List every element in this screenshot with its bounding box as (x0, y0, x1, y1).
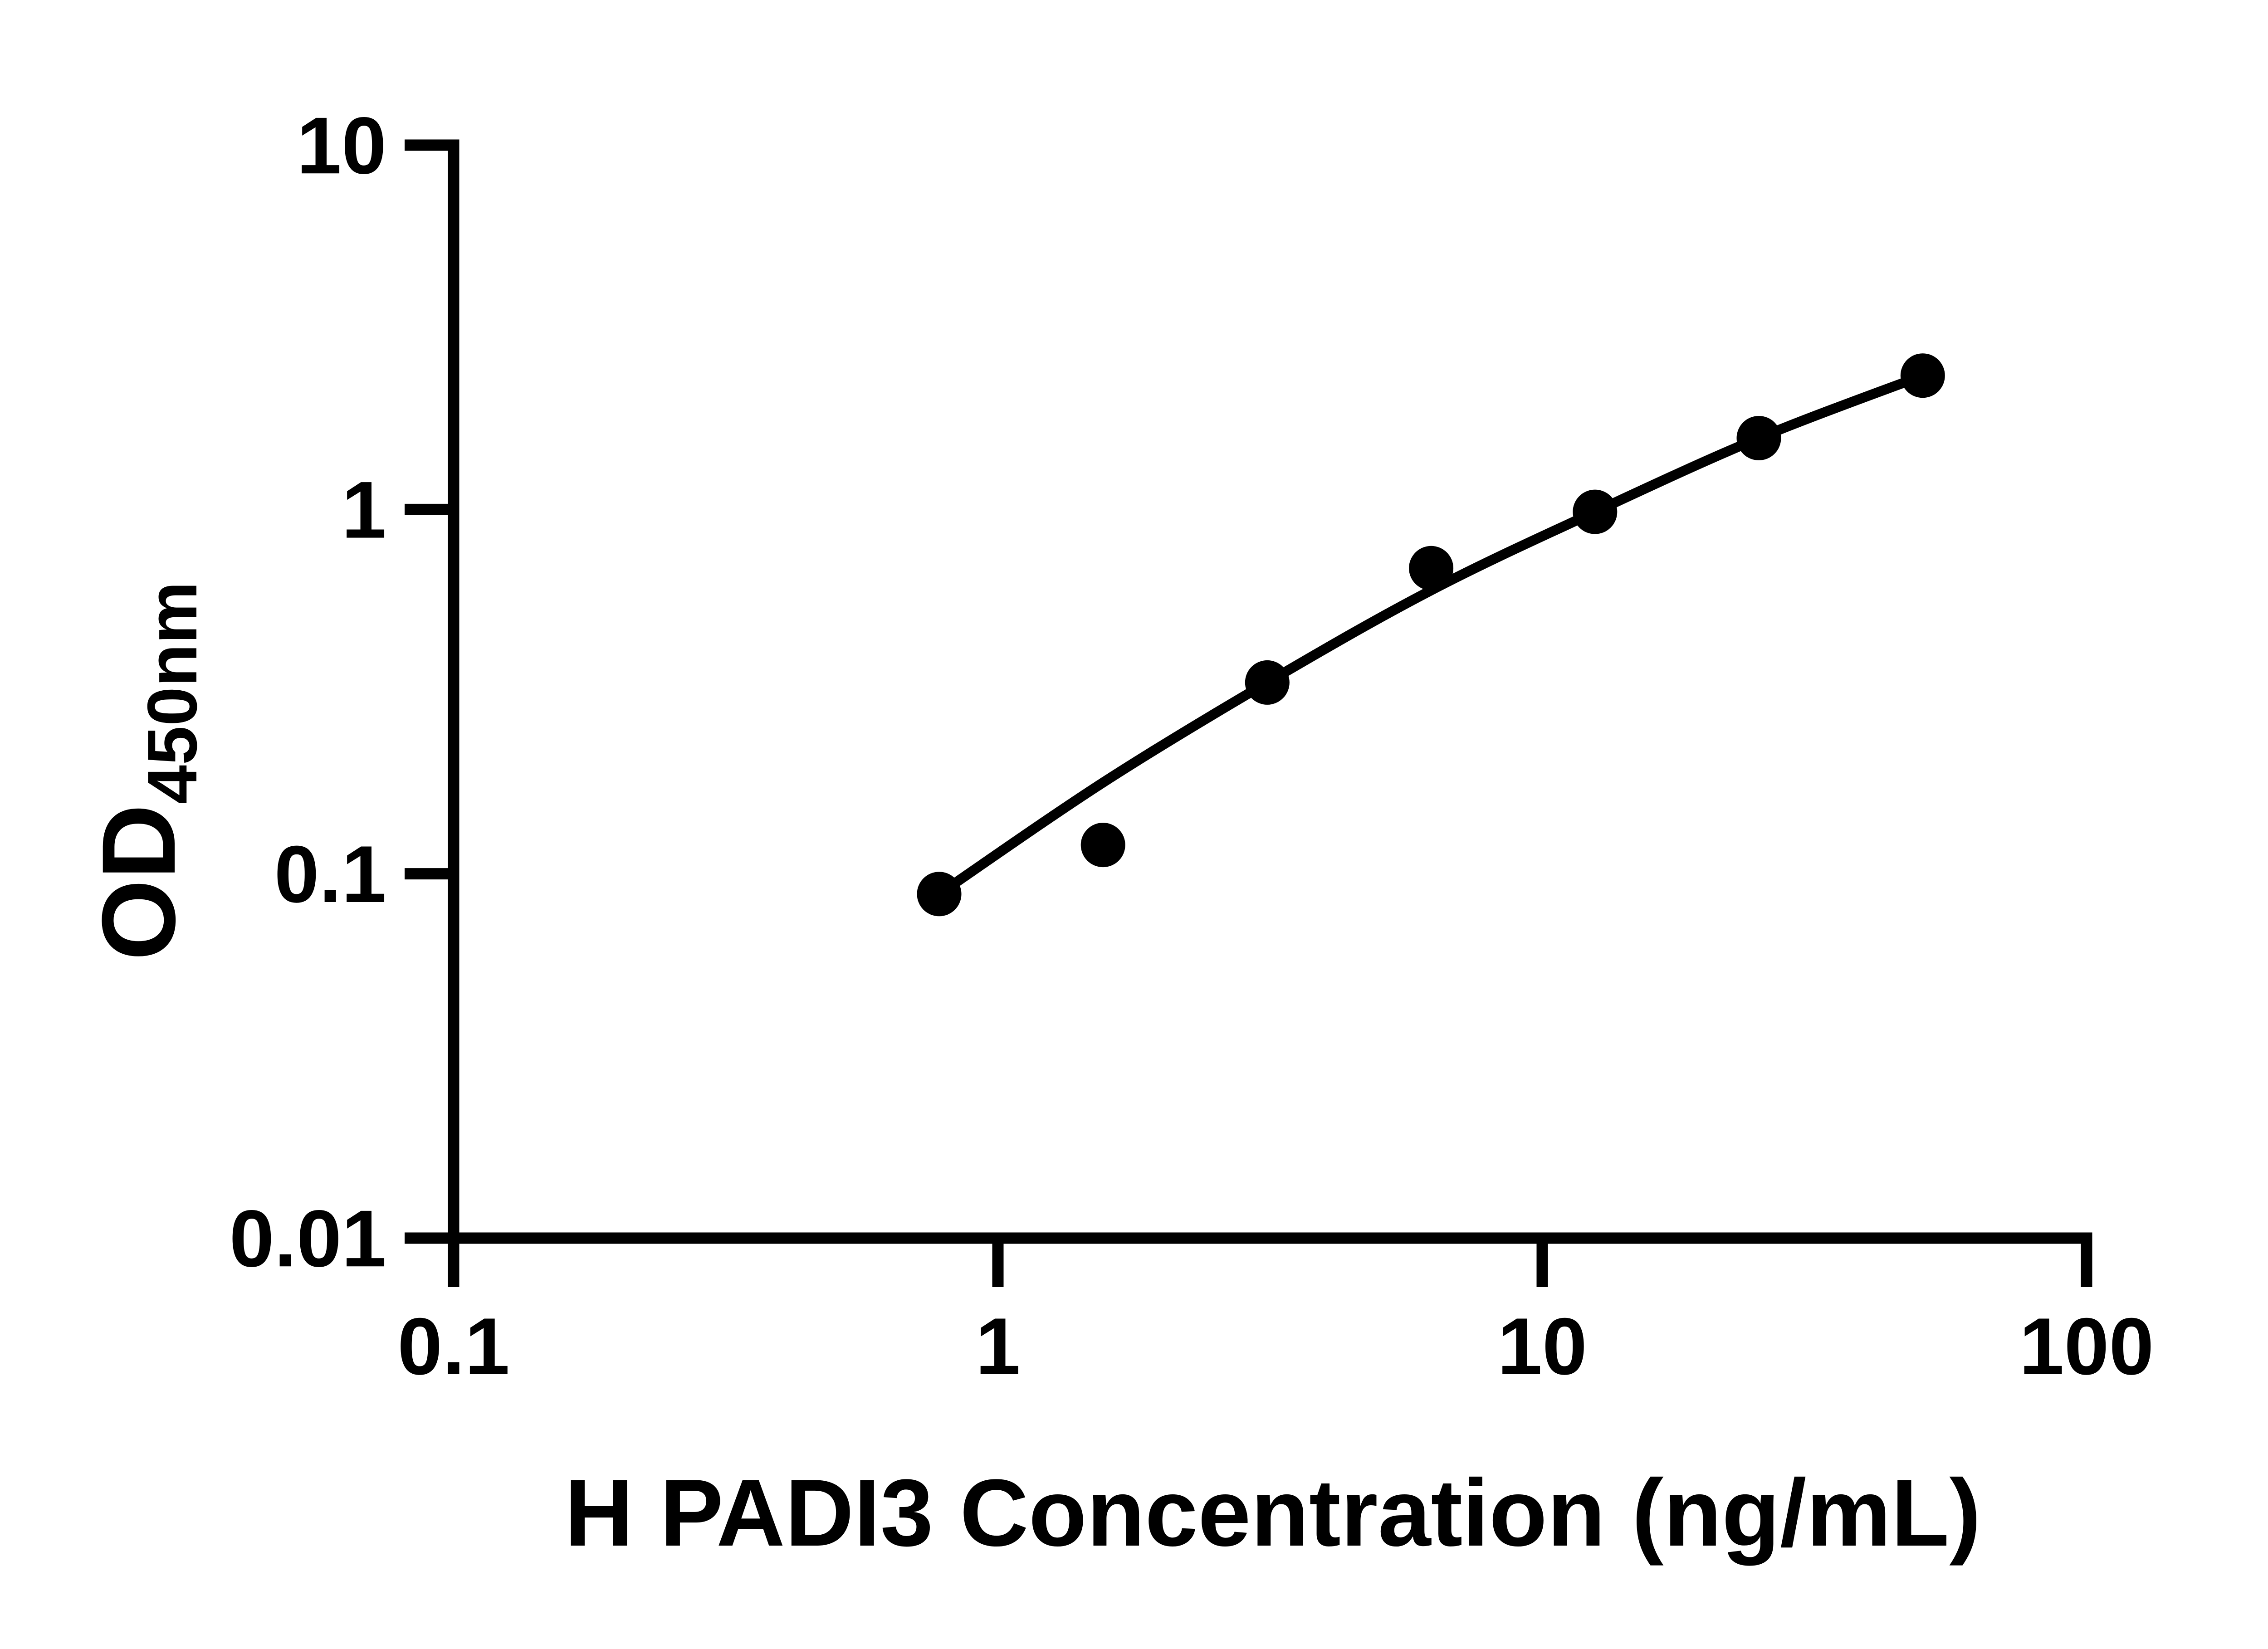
data-point (1736, 416, 1781, 460)
x-tick-label: 0.1 (397, 1301, 509, 1391)
fit-curve (934, 371, 1928, 899)
data-point (1573, 489, 1618, 534)
x-tick-label: 1 (976, 1301, 1021, 1391)
y-tick-label: 0.1 (274, 829, 386, 919)
data-layer (917, 353, 1945, 917)
x-axis-title: H PADI3 Concentration (ng/mL) (565, 1459, 1981, 1566)
data-point (917, 872, 962, 917)
data-point (1245, 660, 1290, 705)
data-point (1409, 546, 1454, 590)
y-axis-title-subscript: 450nm (133, 581, 211, 804)
data-point (1080, 823, 1125, 868)
y-tick-label: 0.01 (230, 1193, 386, 1283)
x-tick-label: 10 (1497, 1301, 1587, 1391)
x-tick-label: 100 (2019, 1301, 2154, 1391)
y-tick-label: 1 (342, 465, 386, 555)
y-axis-title: OD450nm (80, 581, 211, 961)
y-tick-label: 10 (297, 100, 386, 190)
y-axis-title-main: OD (80, 804, 197, 961)
data-point (1900, 353, 1945, 398)
